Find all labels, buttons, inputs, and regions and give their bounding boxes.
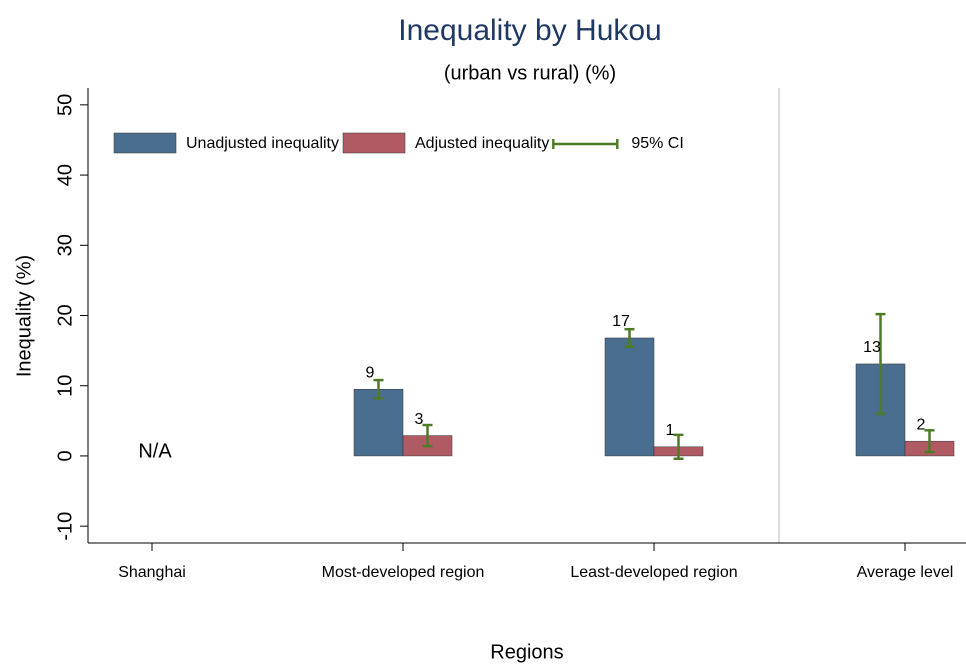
legend-label: Unadjusted inequality (186, 135, 339, 152)
y-tick-label: -10 (54, 512, 76, 541)
y-tick-label: 30 (54, 234, 76, 256)
x-tick-label: Average level (857, 564, 954, 581)
x-tick-label: Most-developed region (322, 564, 485, 581)
bar (353, 388, 404, 457)
value-label: 1 (666, 422, 675, 439)
x-tick-label: Least-developed region (570, 564, 737, 581)
value-label: 2 (917, 416, 926, 433)
chart-title: Inequality by Hukou (398, 14, 662, 47)
value-label: 17 (612, 313, 630, 330)
bar (604, 337, 655, 457)
error-bar (624, 327, 635, 348)
y-axis-title: Inequality (%) (13, 255, 35, 377)
annotation: N/A (138, 440, 172, 462)
y-tick-label: 50 (54, 94, 76, 116)
value-label: 9 (366, 364, 375, 381)
y-tick-label: 10 (54, 375, 76, 397)
y-tick-label: 0 (54, 450, 76, 461)
legend-swatch (113, 132, 177, 154)
y-tick-label: 20 (54, 304, 76, 326)
error-bar (924, 429, 935, 454)
value-label: 3 (415, 411, 424, 428)
legend-swatch (342, 132, 406, 154)
legend-label: 95% CI (631, 135, 683, 152)
value-label: 13 (863, 339, 881, 356)
x-tick-label: Shanghai (118, 564, 186, 581)
error-bar (422, 423, 433, 448)
legend-label: Adjusted inequality (415, 135, 549, 152)
error-bar (673, 433, 684, 460)
chart-subtitle: (urban vs rural) (%) (444, 62, 616, 84)
y-tick-label: 40 (54, 164, 76, 186)
error-bar (373, 378, 384, 400)
error-bar (875, 312, 886, 416)
x-axis-title: Regions (490, 641, 563, 663)
